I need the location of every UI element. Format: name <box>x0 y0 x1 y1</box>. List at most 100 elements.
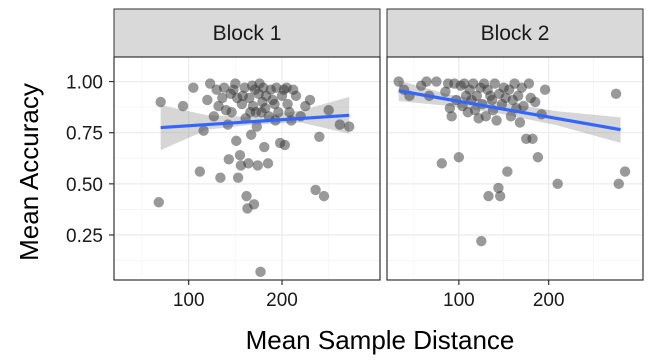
panel-1-point-23 <box>232 172 244 183</box>
panel-1-point-56 <box>269 98 280 110</box>
panel-1-point-5 <box>198 125 209 136</box>
panel-1-point-78 <box>344 121 355 132</box>
panel-2-point-58 <box>530 96 541 108</box>
panel-1-point-59 <box>273 107 284 118</box>
panel-1-point-42 <box>252 160 263 171</box>
panel-2-point-62 <box>552 178 563 190</box>
panel-2-point-23 <box>469 104 481 116</box>
panel-1-point-72 <box>304 94 316 106</box>
y-tick-label-4: 1.00 <box>66 73 103 94</box>
panel-2-point-4 <box>421 76 432 87</box>
panel-1-point-45 <box>255 266 266 278</box>
panel-2-point-63 <box>610 88 622 100</box>
panel-2-point-65 <box>619 166 631 177</box>
panel-1-point-63 <box>279 139 290 151</box>
panel-block-1: Block 1 100 200 <box>113 8 381 311</box>
panel-1-point-20 <box>230 78 241 89</box>
panel-2-point-32 <box>483 190 494 202</box>
x-tick-label-panel2-100: 100 <box>443 290 475 311</box>
panel-1-point-11 <box>215 172 226 183</box>
panel-2-point-14 <box>453 152 465 163</box>
panel-2-point-6 <box>431 76 442 87</box>
panel-1-point-12 <box>217 92 228 104</box>
panel-2-point-34 <box>486 94 498 106</box>
panel-2-point-30 <box>480 111 492 122</box>
panel-1-point-21 <box>231 135 242 147</box>
strip-block-2 <box>386 8 644 58</box>
panel-2-point-46 <box>505 111 517 122</box>
x-axis-title: Mean Sample Distance <box>246 325 515 355</box>
panel-1-point-49 <box>259 141 270 153</box>
strip-label-block-1: Block 1 <box>213 22 282 45</box>
panel-1-point-69 <box>290 90 302 102</box>
x-tick-label-panel1-200: 200 <box>266 290 298 311</box>
panel-1-trend-line <box>160 113 350 130</box>
panel-2-point-38 <box>493 182 504 194</box>
panel-block-2: Block 2 100 200 <box>386 8 644 311</box>
panel-1-point-26 <box>236 98 248 110</box>
panel-2-plot <box>387 57 643 280</box>
panel-1-point-1 <box>153 197 164 208</box>
panel-1-point-7 <box>204 78 216 89</box>
panel-2-point-44 <box>502 166 513 177</box>
panel-2-point-59 <box>532 152 544 163</box>
panel-1-point-18 <box>226 107 237 118</box>
panel-1-border <box>113 56 381 281</box>
panel-1-point-75 <box>318 190 330 202</box>
panel-2-point-0 <box>393 76 404 87</box>
panel-1-plot <box>114 57 380 280</box>
panel-2-trend-line <box>398 89 621 132</box>
panel-2-point-57 <box>527 133 538 145</box>
panel-1-point-73 <box>310 184 321 196</box>
panel-1-point-52 <box>262 158 274 169</box>
x-tick-label-panel2-200: 200 <box>533 290 565 311</box>
panel-1-point-35 <box>246 129 257 140</box>
panel-1-point-50 <box>260 102 271 114</box>
panel-1-point-24 <box>234 150 246 161</box>
strip-label-block-2: Block 2 <box>481 22 550 45</box>
panel-2-point-7 <box>436 158 447 169</box>
panel-1-point-8 <box>208 111 220 122</box>
panel-2-point-10 <box>444 102 456 114</box>
panel-1-point-66 <box>284 107 295 118</box>
panel-2-point-40 <box>494 190 506 202</box>
y-tick-label-2: 0.50 <box>66 175 103 196</box>
panel-2-x-ticks: 100 200 <box>443 280 565 311</box>
x-tick-label-panel1-100: 100 <box>173 290 205 311</box>
y-tick-label-3: 0.75 <box>66 124 103 145</box>
panel-2-point-61 <box>539 84 551 95</box>
y-tick-label-1: 0.25 <box>66 226 103 247</box>
panel-2-point-24 <box>471 90 483 102</box>
panel-1-point-13 <box>218 82 230 93</box>
panel-1-point-6 <box>202 94 213 106</box>
panel-2-point-36 <box>489 78 500 89</box>
panel-1-point-41 <box>251 121 262 132</box>
panel-1-x-ticks: 100 200 <box>173 280 298 311</box>
panel-2-point-37 <box>491 115 502 126</box>
panel-2-point-53 <box>518 100 529 112</box>
y-tick-labels: 0.25 0.50 0.75 1.00 <box>66 73 103 247</box>
y-axis-title: Mean Accuracy <box>14 83 44 261</box>
panel-1-point-65 <box>282 98 293 110</box>
panel-2-point-8 <box>440 86 451 97</box>
panel-2-point-50 <box>512 90 524 102</box>
panel-2-point-64 <box>613 178 624 190</box>
panel-1-point-16 <box>223 154 234 165</box>
panel-1-point-32 <box>243 158 254 169</box>
panel-1-point-74 <box>314 131 325 142</box>
panel-1-point-3 <box>188 82 199 93</box>
panel-1-point-77 <box>334 119 346 130</box>
panel-1-point-33 <box>244 92 255 104</box>
panel-1-point-2 <box>177 100 189 112</box>
panel-1-point-38 <box>248 199 260 210</box>
strip-block-1 <box>113 8 381 58</box>
panel-1-point-4 <box>194 166 206 177</box>
panel-1-point-0 <box>155 96 166 108</box>
panel-2-point-51 <box>514 117 526 128</box>
panel-2-border <box>386 56 644 281</box>
panel-1-point-30 <box>241 190 252 202</box>
panel-2-point-55 <box>523 78 535 89</box>
panel-2-point-11 <box>446 111 457 122</box>
panel-2-point-27 <box>476 235 487 247</box>
